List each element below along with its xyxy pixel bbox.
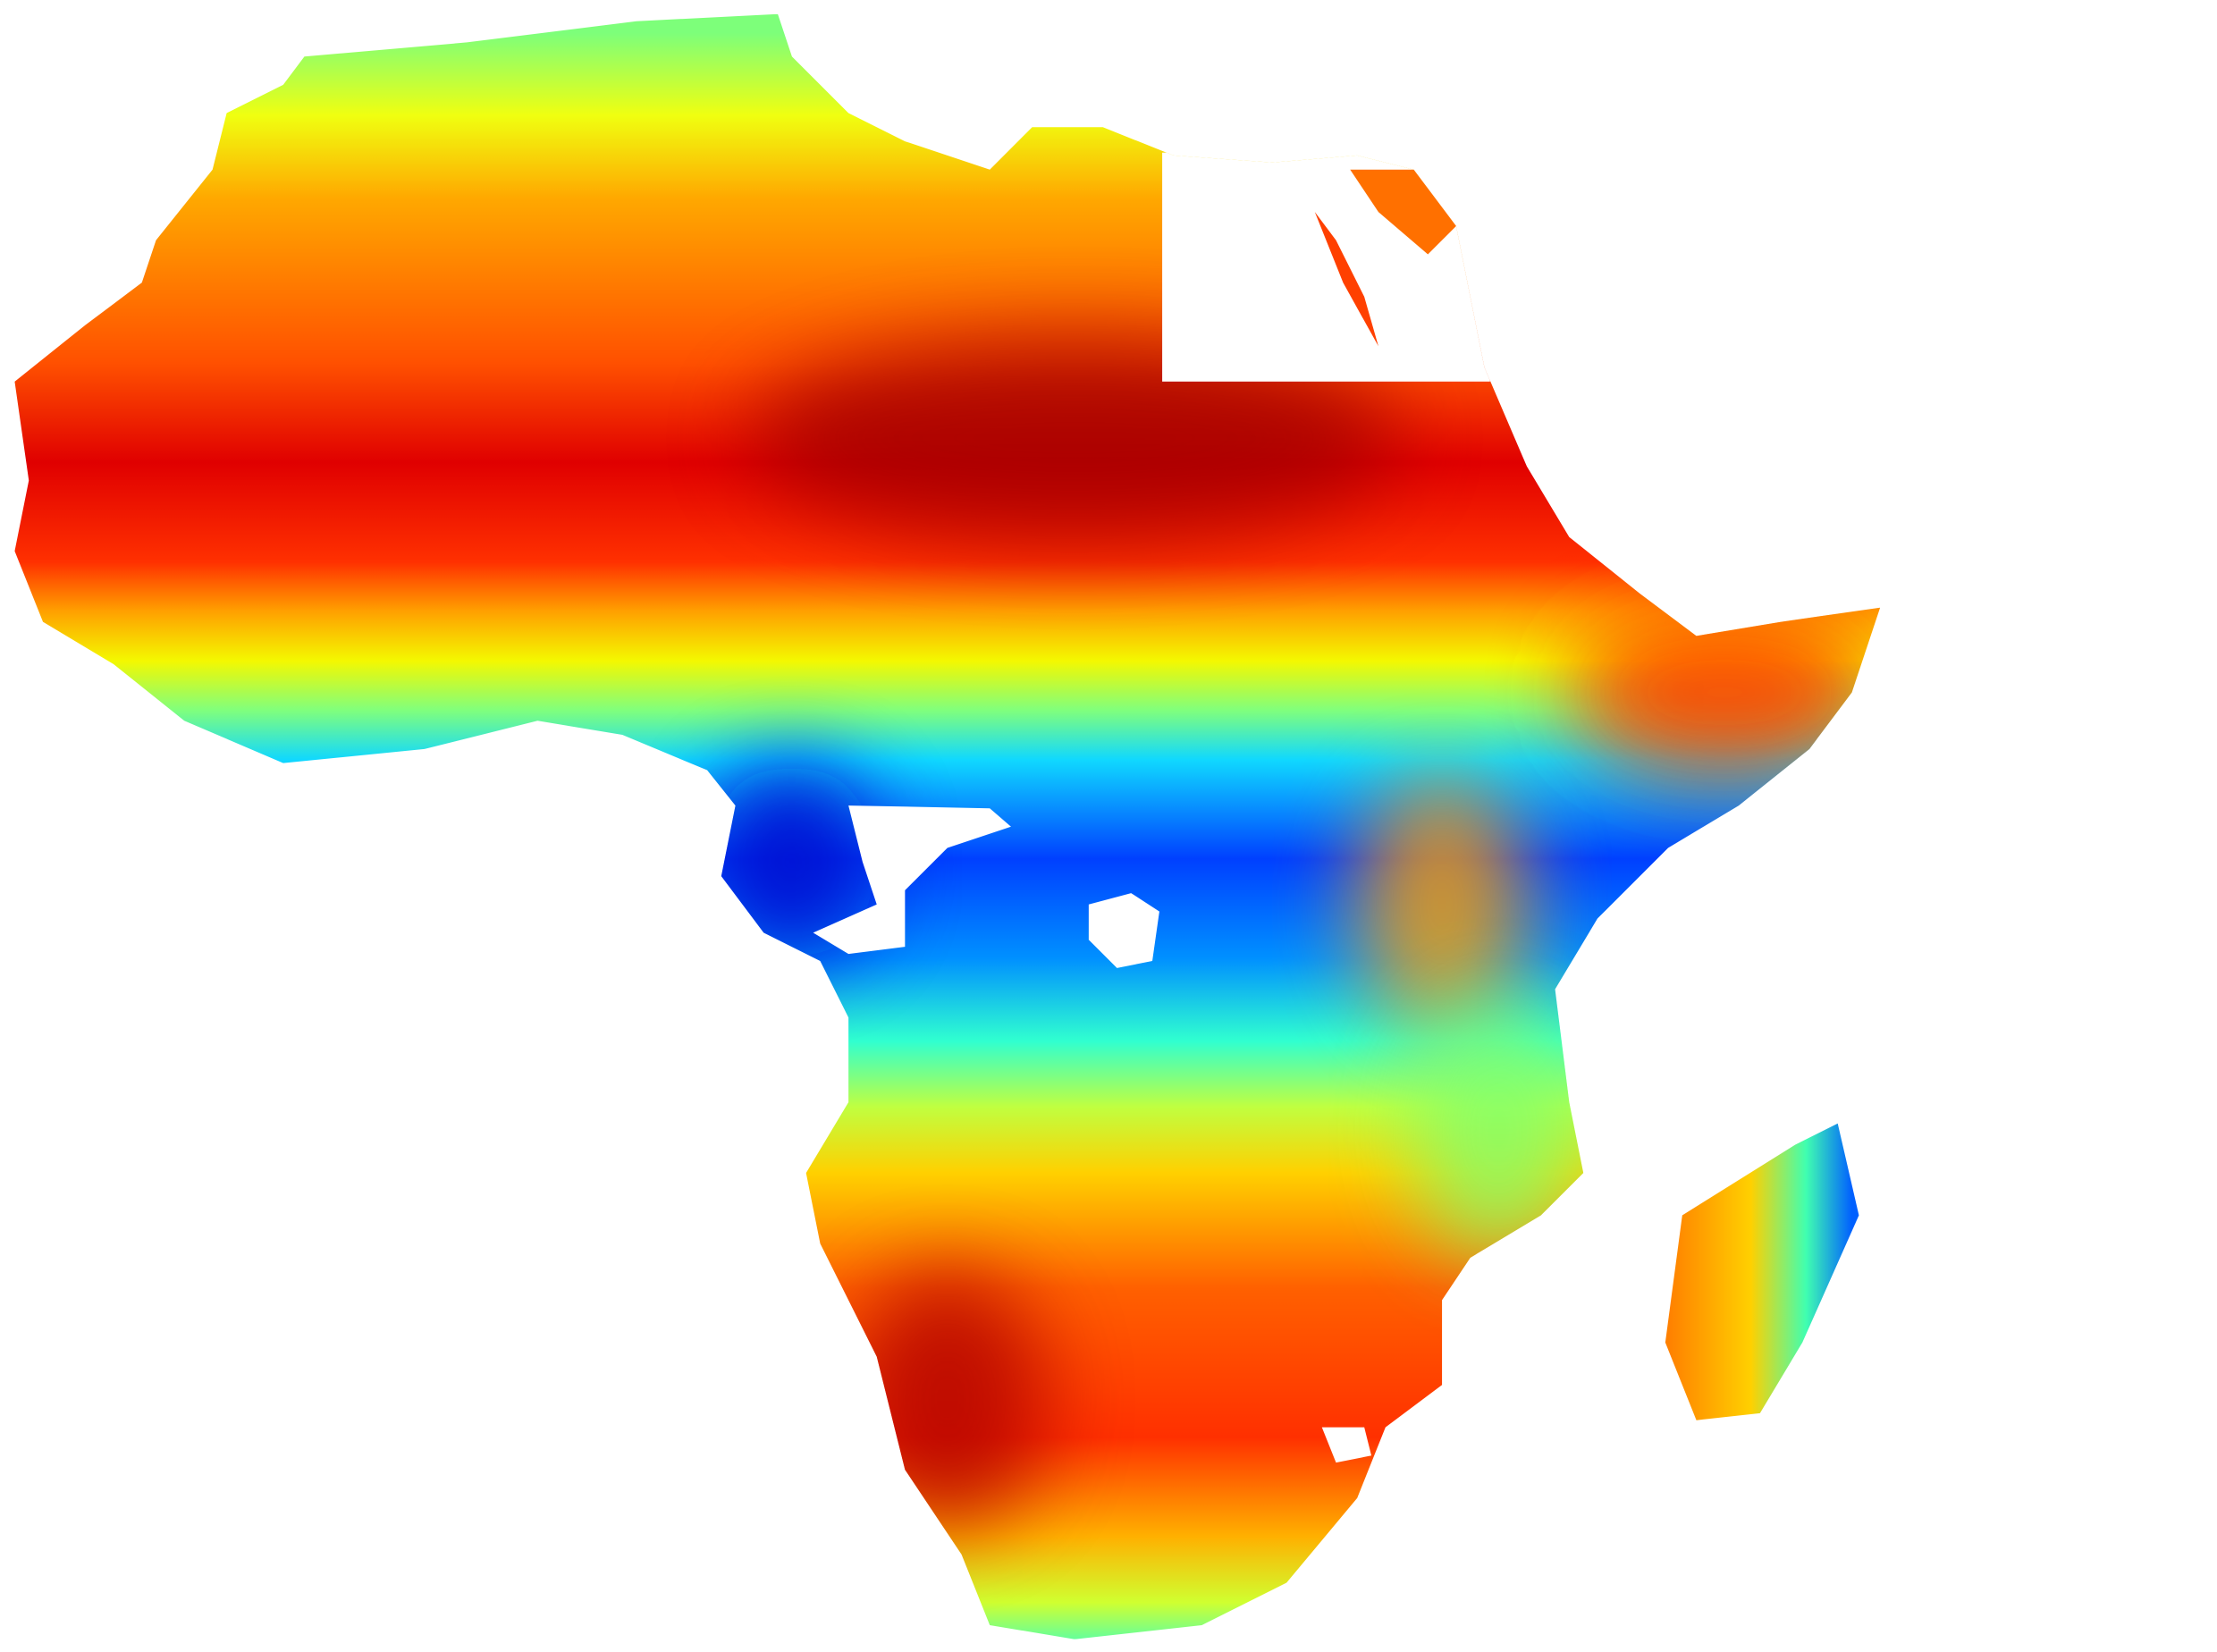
coast-region xyxy=(1413,1003,1584,1258)
masked-area xyxy=(813,805,1011,955)
africa xyxy=(14,13,1881,1639)
delta-strip xyxy=(1350,169,1456,255)
desert-region xyxy=(848,1271,1047,1527)
highland-region xyxy=(1357,777,1527,1032)
masked-area xyxy=(1088,893,1159,968)
madagascar xyxy=(1665,1123,1859,1420)
hot-region xyxy=(749,339,1400,537)
masked-area xyxy=(1162,152,1490,382)
masked-area xyxy=(1321,1427,1372,1463)
nile-strip xyxy=(1314,212,1378,347)
horn-region xyxy=(1569,607,1881,778)
cold-region xyxy=(707,763,877,961)
